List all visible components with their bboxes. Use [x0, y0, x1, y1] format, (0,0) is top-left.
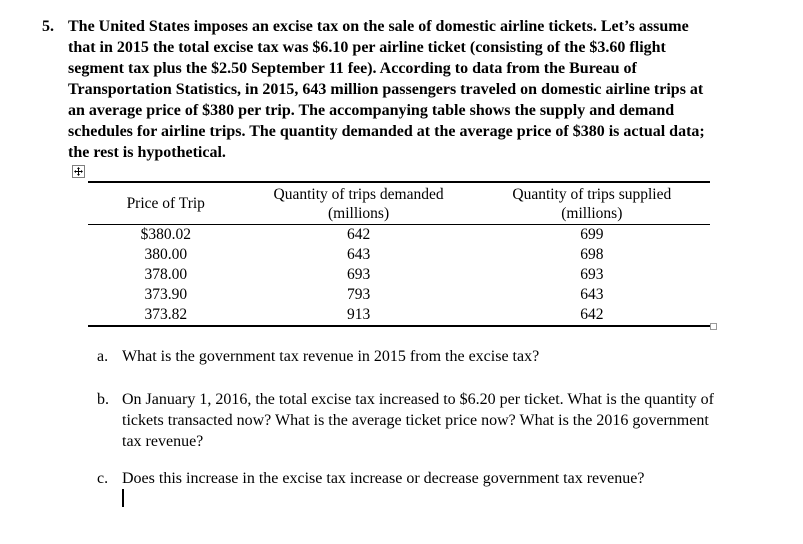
supplied-cell: 698	[580, 246, 604, 263]
price-cell: 380.00	[144, 246, 188, 263]
col-header-demanded-sublabel: (millions)	[327, 204, 390, 222]
table-header-row: Price of Trip Quantity of trips demanded…	[88, 182, 710, 225]
price-cell: 373.90	[144, 286, 188, 303]
demanded-cell: 913	[346, 306, 371, 323]
question-a-label: a.	[97, 348, 109, 365]
question-a: a. What is the government tax revenue in…	[97, 346, 719, 367]
question-c: c. Does this increase in the excise tax …	[97, 468, 719, 489]
question-c-label: c.	[97, 470, 109, 487]
col-header-supplied-label: Quantity of trips supplied	[512, 185, 672, 203]
price-cell: 378.00	[144, 266, 188, 283]
table-row: 373.82 913 642	[88, 305, 710, 326]
demanded-cell: 793	[346, 286, 371, 303]
col-header-demanded-label: Quantity of trips demanded	[273, 185, 444, 203]
supplied-cell: 699	[580, 226, 604, 243]
col-header-price: Price of Trip	[88, 182, 244, 225]
problem-5: 5. The United States imposes an excise t…	[42, 16, 710, 163]
col-header-price-label: Price of Trip	[126, 195, 205, 212]
question-a-text: What is the government tax revenue in 20…	[122, 348, 540, 365]
price-cell: $380.02	[140, 226, 191, 243]
text-cursor	[122, 489, 124, 507]
col-header-demanded: Quantity of trips demanded (millions)	[244, 182, 474, 225]
table-move-handle[interactable]	[72, 165, 85, 178]
questions-list: a. What is the government tax revenue in…	[97, 346, 719, 507]
supplied-cell: 642	[580, 306, 604, 323]
question-b-text: On January 1, 2016, the total excise tax…	[122, 391, 714, 450]
supply-demand-table: Price of Trip Quantity of trips demanded…	[88, 181, 710, 327]
supplied-cell: 693	[580, 266, 604, 283]
problem-text: The United States imposes an excise tax …	[68, 18, 705, 161]
col-header-supplied-sublabel: (millions)	[561, 204, 623, 222]
table-row: 378.00 693 693	[88, 265, 710, 285]
question-b-label: b.	[97, 391, 109, 408]
table-row: 373.90 793 643	[88, 285, 710, 305]
demanded-cell: 693	[346, 266, 371, 283]
table-resize-handle[interactable]	[710, 323, 717, 330]
problem-number: 5.	[42, 18, 54, 35]
col-header-supplied: Quantity of trips supplied (millions)	[474, 182, 710, 225]
demanded-cell: 643	[346, 246, 371, 263]
demanded-cell: 642	[346, 226, 371, 243]
table-row: 380.00 643 698	[88, 245, 710, 265]
table-row: $380.02 642 699	[88, 225, 710, 246]
question-b: b. On January 1, 2016, the total excise …	[97, 389, 719, 452]
question-c-text: Does this increase in the excise tax inc…	[122, 470, 645, 487]
supplied-cell: 643	[580, 286, 604, 303]
price-cell: 373.82	[144, 306, 188, 323]
move-cross-icon	[74, 167, 83, 176]
